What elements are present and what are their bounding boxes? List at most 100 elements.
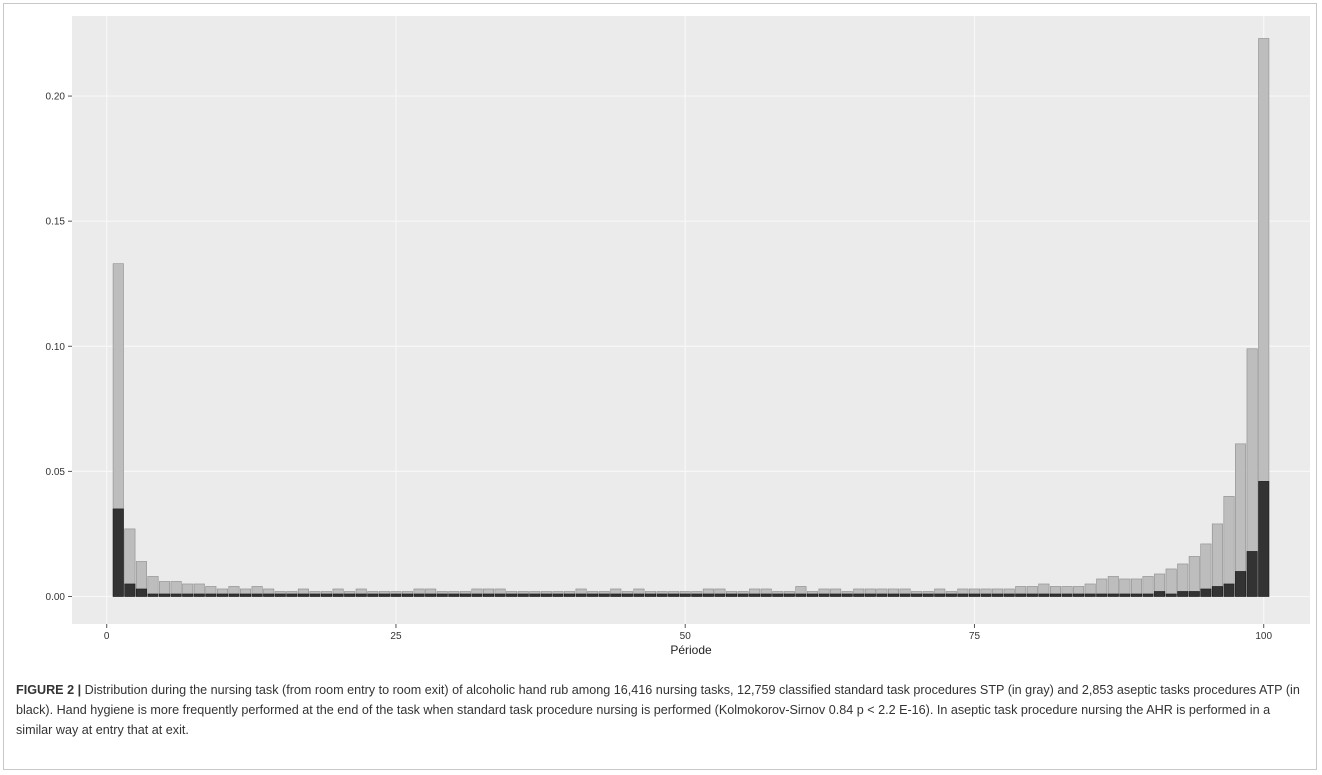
- atp-bar: [853, 593, 865, 597]
- atp-bar: [968, 593, 980, 597]
- atp-bar: [760, 593, 772, 597]
- atp-bar: [251, 593, 263, 597]
- atp-bar: [1026, 593, 1038, 597]
- atp-bar: [1119, 593, 1131, 597]
- atp-bar: [1223, 583, 1235, 597]
- atp-bar: [1258, 481, 1270, 597]
- atp-bar: [1200, 588, 1212, 597]
- atp-bar: [413, 593, 425, 597]
- atp-bar: [344, 593, 356, 597]
- atp-bar: [355, 593, 367, 597]
- atp-bar: [135, 588, 147, 597]
- figure-caption: FIGURE 2 | Distribution during the nursi…: [16, 680, 1306, 740]
- atp-bar: [193, 593, 205, 597]
- stp-bar: [1211, 523, 1223, 597]
- atp-bar: [934, 593, 946, 597]
- atp-bar: [1015, 593, 1027, 597]
- atp-bar: [876, 593, 888, 597]
- stp-bar: [1223, 496, 1235, 597]
- atp-bar: [367, 593, 379, 597]
- atp-bar: [1246, 551, 1258, 597]
- y-tick-label: 0.00: [46, 592, 66, 603]
- atp-bar: [841, 593, 853, 597]
- atp-bar: [644, 593, 657, 597]
- atp-bar: [483, 593, 495, 597]
- atp-bar: [506, 593, 518, 597]
- atp-bar: [425, 593, 437, 597]
- atp-bar: [1061, 593, 1073, 597]
- atp-bar: [205, 593, 217, 597]
- atp-bar: [147, 593, 159, 597]
- atp-bar: [864, 593, 876, 597]
- x-tick-label: 75: [969, 631, 981, 642]
- y-tick-label: 0.10: [46, 342, 66, 353]
- atp-bar: [749, 593, 761, 597]
- atp-bar: [679, 593, 691, 597]
- atp-bar: [124, 583, 136, 597]
- atp-bar: [899, 593, 911, 597]
- atp-bar: [286, 593, 298, 597]
- bars: [112, 38, 1270, 597]
- atp-bar: [159, 593, 171, 597]
- atp-bar: [621, 593, 633, 597]
- stp-bar: [1165, 568, 1177, 597]
- atp-bar: [332, 593, 344, 597]
- atp-bar: [691, 593, 703, 597]
- atp-bar: [564, 593, 576, 597]
- atp-bar: [1177, 591, 1189, 597]
- atp-bar: [1096, 593, 1108, 597]
- caption-label: FIGURE 2 |: [16, 683, 82, 697]
- atp-bar: [702, 593, 714, 597]
- atp-bar: [1142, 593, 1154, 597]
- atp-bar: [228, 593, 240, 597]
- atp-bar: [321, 593, 333, 597]
- atp-bar: [1154, 591, 1166, 597]
- figure-frame: [3, 3, 1317, 770]
- stp-bar: [147, 576, 159, 597]
- atp-bar: [772, 593, 784, 597]
- atp-bar: [911, 593, 923, 597]
- atp-bar: [390, 593, 402, 597]
- atp-bar: [182, 593, 194, 597]
- atp-bar: [783, 593, 795, 597]
- x-tick-label: 50: [680, 631, 692, 642]
- atp-bar: [1235, 571, 1247, 597]
- atp-bar: [517, 593, 529, 597]
- x-tick-label: 100: [1255, 631, 1272, 642]
- atp-bar: [980, 593, 992, 597]
- atp-bar: [263, 593, 275, 597]
- atp-bar: [945, 593, 957, 597]
- atp-bar: [529, 593, 541, 597]
- atp-bar: [737, 593, 749, 597]
- x-axis-title: Période: [670, 643, 712, 657]
- atp-bar: [1107, 593, 1119, 597]
- atp-bar: [806, 593, 818, 597]
- atp-bar: [1073, 593, 1085, 597]
- axis-ticks: 0.00 0.05 0.10 0.15 0.20 0 25 50 75 100: [46, 92, 1273, 642]
- atp-bar: [1084, 593, 1096, 597]
- atp-bar: [274, 593, 286, 597]
- atp-bar: [402, 593, 414, 597]
- atp-bar: [494, 593, 506, 597]
- atp-bar: [818, 593, 830, 597]
- chart: 0.00 0.05 0.10 0.15 0.20 0 25 50 75 100 Période: [46, 16, 1310, 657]
- atp-bar: [112, 508, 124, 597]
- stp-bar: [1200, 543, 1212, 597]
- atp-bar: [725, 593, 738, 597]
- y-tick-label: 0.20: [46, 92, 66, 103]
- atp-bar: [436, 593, 448, 597]
- atp-bar: [957, 593, 969, 597]
- atp-bar: [297, 593, 309, 597]
- atp-bar: [540, 593, 552, 597]
- atp-bar: [714, 593, 726, 597]
- atp-bar: [668, 593, 680, 597]
- atp-bar: [170, 593, 182, 597]
- stp-bar: [1188, 556, 1200, 597]
- atp-bar: [795, 593, 807, 597]
- stp-bar: [1107, 576, 1119, 597]
- y-tick-label: 0.05: [46, 467, 66, 478]
- atp-bar: [1038, 593, 1050, 597]
- atp-bar: [1188, 591, 1200, 597]
- atp-bar: [216, 593, 228, 597]
- atp-bar: [1211, 586, 1223, 597]
